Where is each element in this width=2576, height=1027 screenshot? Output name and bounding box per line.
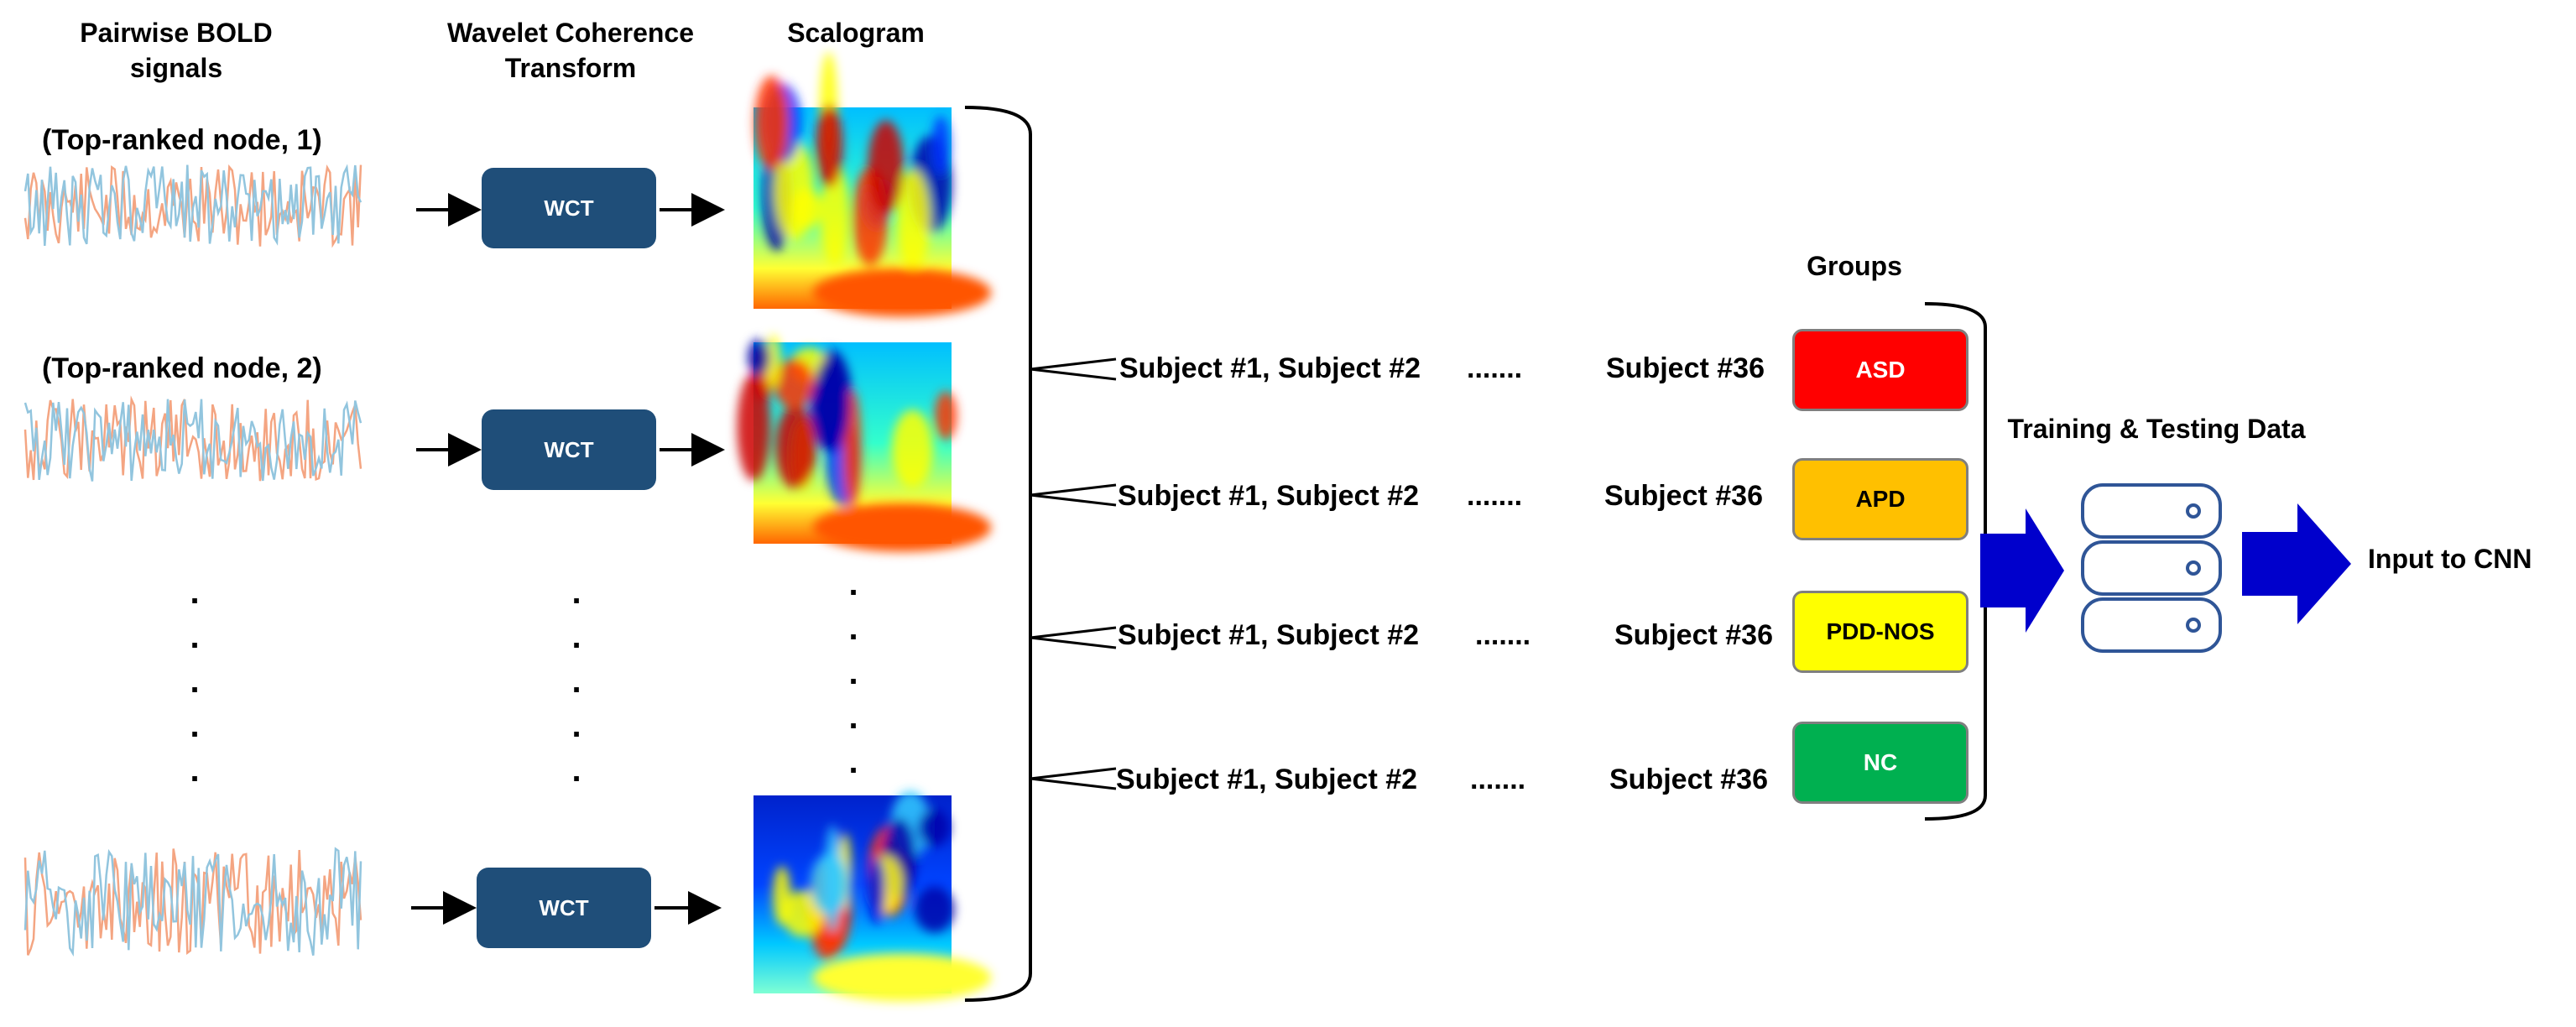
signal-trace	[23, 847, 362, 957]
ellipsis-scalograms: .....	[848, 566, 858, 780]
arrow-to-cnn	[2242, 503, 2351, 624]
header-scalogram: Scalogram	[787, 18, 925, 48]
arrow-to-database	[1980, 508, 2064, 633]
header-training-testing-data: Training & Testing Data	[2007, 414, 2306, 444]
subject-row-2-dots: .......	[1467, 480, 1523, 512]
signal-trace	[23, 164, 362, 248]
header-bold-signals: Pairwise BOLD signals	[80, 18, 273, 83]
subject-row-3-dots: .......	[1475, 619, 1531, 651]
subject-row-1-dots: .......	[1467, 352, 1523, 384]
subject-row-4-left: Subject #1, Subject #2	[1116, 764, 1418, 795]
subject-row-3-right: Subject #36	[1614, 619, 1773, 651]
signal-trace	[23, 164, 362, 246]
wct-box-3: WCT	[477, 868, 651, 948]
scalogram-image-1	[754, 51, 992, 317]
subject-row-1-right: Subject #36	[1606, 352, 1765, 384]
subject-row-2-left: Subject #1, Subject #2	[1118, 480, 1420, 512]
database-icon	[2081, 483, 2222, 653]
wct-box-2: WCT	[482, 409, 656, 490]
subject-row-2-right: Subject #36	[1604, 480, 1763, 512]
signal-label-2: (Top-ranked node, 2)	[42, 352, 322, 384]
scalogram-brace	[964, 106, 1117, 1002]
subject-row-3-left: Subject #1, Subject #2	[1118, 619, 1420, 651]
signal-trace	[23, 395, 362, 482]
subject-row-4-right: Subject #36	[1609, 764, 1768, 795]
scalogram-image-3	[754, 790, 992, 1002]
scalogram-image-2	[737, 334, 992, 552]
bold-signal-plot-3	[23, 847, 362, 957]
bold-signal-plot-2	[23, 395, 362, 482]
header-groups: Groups	[1807, 251, 1902, 281]
subject-row-1-left: Subject #1, Subject #2	[1119, 352, 1421, 384]
subject-row-4-dots: .......	[1470, 764, 1526, 795]
ellipsis-wct: .....	[571, 574, 581, 789]
group-box-apd: APD	[1792, 458, 1969, 540]
group-box-asd: ASD	[1792, 329, 1969, 411]
groups-brace	[1924, 302, 1987, 821]
signal-trace	[23, 399, 362, 482]
group-box-nc: NC	[1792, 722, 1969, 804]
wct-box-1: WCT	[482, 168, 656, 248]
arrows-to-wct	[411, 193, 725, 925]
group-box-pdd-nos: PDD-NOS	[1792, 591, 1969, 673]
signal-label-1: (Top-ranked node, 1)	[42, 124, 322, 156]
bold-signal-plot-1	[23, 164, 362, 248]
input-to-cnn-label: Input to CNN	[2368, 544, 2532, 574]
ellipsis-signals: .....	[190, 574, 200, 789]
header-wavelet-coherence-transform: Wavelet Coherence Transform	[446, 18, 695, 83]
